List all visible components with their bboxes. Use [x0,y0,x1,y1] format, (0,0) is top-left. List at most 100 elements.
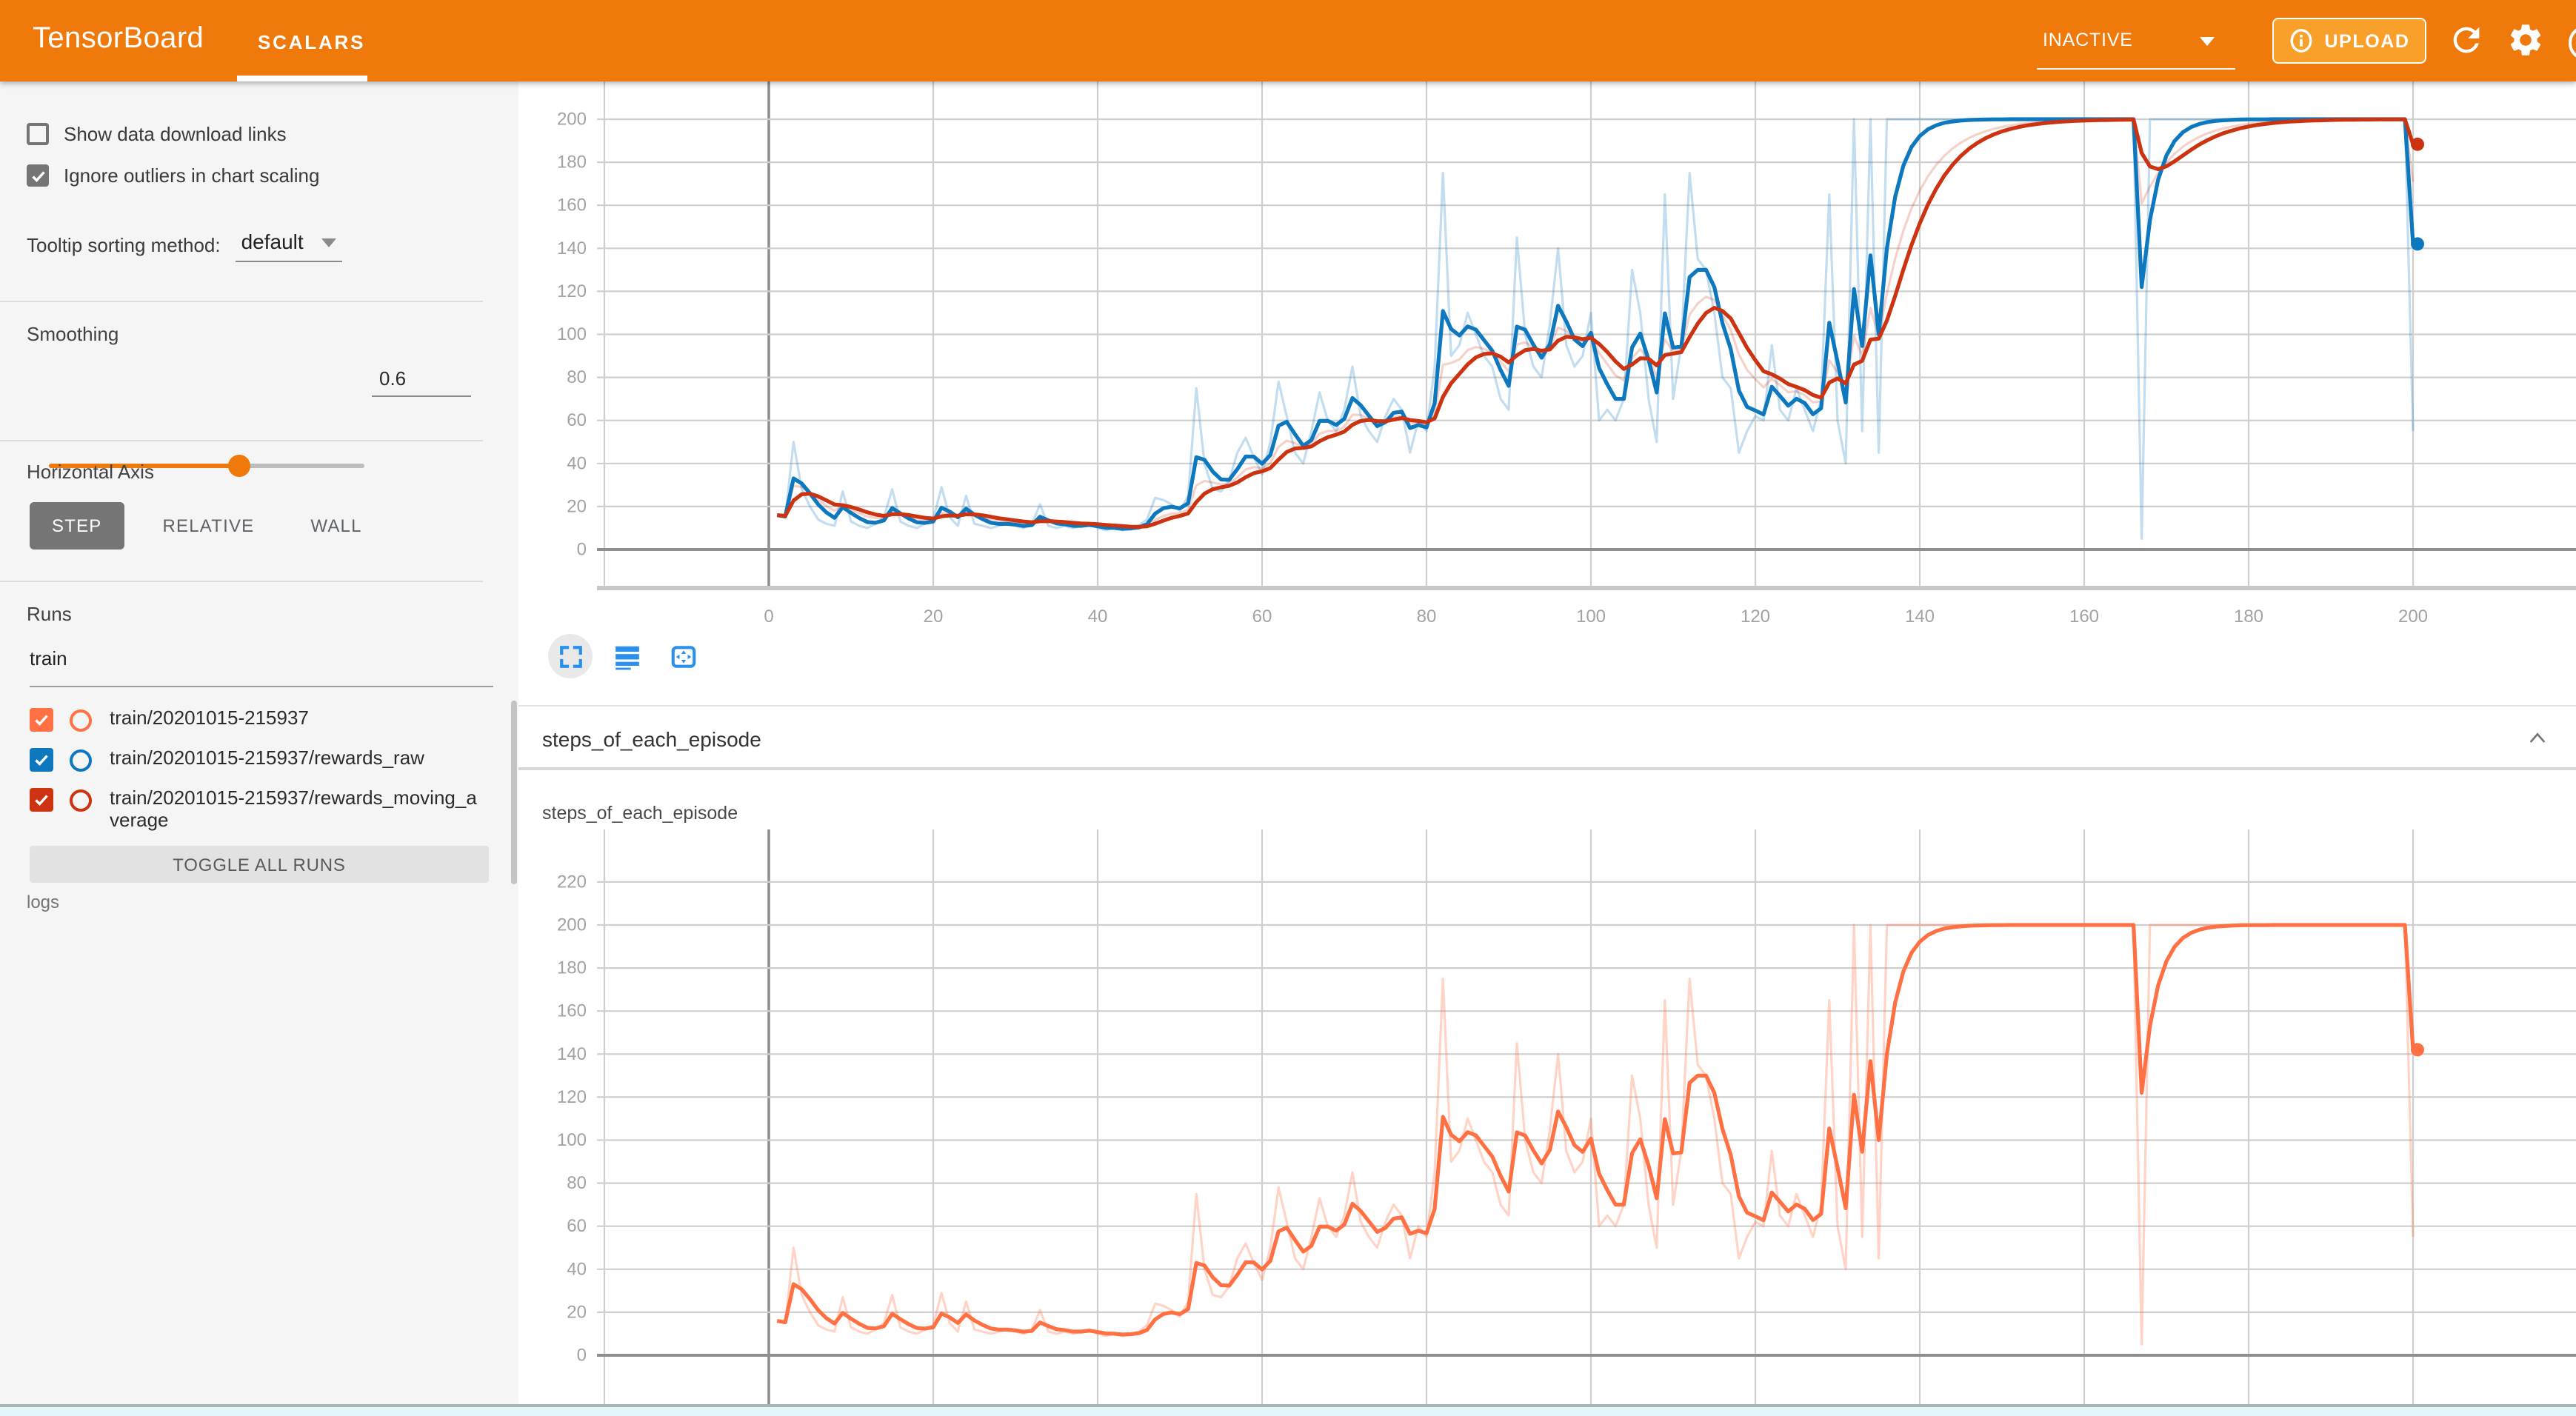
axis-wall-button[interactable]: WALL [310,515,362,536]
svg-text:120: 120 [557,1087,587,1107]
chart-toolbar [548,634,705,678]
upload-button-label: UPLOAD [2324,30,2410,51]
fit-domain-icon [670,645,695,667]
horizontal-axis-toggle: STEP RELATIVE WALL [30,502,383,550]
run-checkbox[interactable] [30,788,53,812]
status-dropdown[interactable]: INACTIVE [2037,0,2235,81]
tab-scalars[interactable]: SCALARS [258,31,366,53]
svg-text:140: 140 [557,1044,587,1064]
axis-relative-button[interactable]: RELATIVE [162,515,255,536]
chevron-up-icon[interactable] [2526,727,2549,751]
settings-gear-icon[interactable] [2506,21,2545,59]
ignore-outliers-checkbox[interactable] [27,164,49,187]
svg-text:120: 120 [1741,607,1770,627]
refresh-icon[interactable] [2447,21,2486,59]
status-dropdown-underline [2037,67,2235,70]
svg-text:80: 80 [567,367,587,387]
data-table-button[interactable] [604,634,649,678]
bottom-highlight-strip [0,1404,2576,1416]
tooltip-sorting-dropdown[interactable]: default [235,230,342,262]
svg-text:60: 60 [567,1216,587,1236]
dropdown-underline [235,261,342,262]
runs-filter-input[interactable] [30,647,493,669]
check-icon [35,755,48,766]
steps-of-each-episode-chart[interactable]: 0 20 40 60 80 100 120 140 160 180 200 220 [518,829,2576,1404]
svg-text:200: 200 [2398,607,2428,627]
logs-label: logs [27,892,60,912]
ignore-outliers-row: Ignore outliers in chart scaling [27,164,319,187]
svg-text:160: 160 [557,1001,587,1021]
run-color-circle[interactable] [70,749,92,772]
svg-text:80: 80 [1417,607,1437,627]
chevron-down-icon [2200,37,2215,46]
check-icon [31,170,44,181]
runs-scrollbar[interactable] [511,701,517,884]
smoothing-slider-thumb[interactable] [227,455,250,477]
axis-step-button[interactable]: STEP [30,502,124,550]
svg-text:60: 60 [1252,607,1272,627]
active-tab-underline [237,76,367,81]
expand-chart-button[interactable] [548,634,593,678]
data-table-icon [615,645,638,669]
upload-button[interactable]: UPLOAD [2272,18,2426,64]
section-title: steps_of_each_episode [542,727,761,751]
divider [0,581,483,582]
header-bar: TensorBoard SCALARS INACTIVE UPLOAD [0,0,2576,81]
toggle-all-runs-button[interactable]: TOGGLE ALL RUNS [30,846,489,883]
tooltip-sorting-row: Tooltip sorting method: default [27,230,342,262]
section-header-steps-of-each-episode[interactable]: steps_of_each_episode [518,705,2576,770]
svg-text:0: 0 [764,607,773,627]
svg-text:140: 140 [557,238,587,258]
svg-text:0: 0 [577,1346,587,1366]
show-download-links-row: Show data download links [27,123,287,145]
settings-sidebar: Show data download links Ignore outliers… [0,81,518,1416]
svg-text:20: 20 [567,1302,587,1322]
rewards-chart[interactable]: 0 20 40 60 80 100 120 140 160 180 200 0 20 40 60 80 100 1… [518,81,2576,629]
svg-text:60: 60 [567,410,587,430]
svg-text:220: 220 [557,872,587,892]
svg-text:40: 40 [567,453,587,473]
svg-text:20: 20 [567,496,587,516]
checkbox-label: Show data download links [64,123,287,145]
svg-text:200: 200 [557,915,587,935]
svg-text:100: 100 [1576,607,1606,627]
run-checkbox[interactable] [30,708,53,732]
run-label: train/20201015-215937/rewards_raw [110,747,424,769]
show-download-links-checkbox[interactable] [27,123,49,145]
runs-label: Runs [27,603,72,625]
svg-text:40: 40 [567,1259,587,1279]
help-icon[interactable] [2569,25,2576,61]
svg-text:160: 160 [2069,607,2099,627]
svg-text:20: 20 [924,607,944,627]
chevron-down-icon [321,238,336,247]
tooltip-sorting-value: default [241,230,304,253]
checkbox-label: Ignore outliers in chart scaling [64,164,320,187]
run-checkbox[interactable] [30,748,53,772]
svg-text:200: 200 [557,110,587,130]
runs-list: train/20201015-215937 train/20201015-2159… [0,699,510,838]
chart-card-title: steps_of_each_episode [542,803,738,824]
app-title: TensorBoard [33,22,204,55]
smoothing-label: Smoothing [27,323,119,345]
run-row: train/20201015-215937 [0,699,510,739]
smoothing-value-field[interactable]: 0.6 [372,367,471,397]
fullscreen-icon [559,645,581,667]
run-row: train/20201015-215937/rewards_moving_ave… [0,779,510,838]
svg-text:180: 180 [557,153,587,173]
smoothing-slider[interactable] [49,455,364,477]
run-color-circle[interactable] [70,709,92,732]
svg-text:180: 180 [557,958,587,978]
svg-text:40: 40 [1088,607,1108,627]
fit-domain-button[interactable] [661,634,705,678]
svg-text:140: 140 [1905,607,1935,627]
divider [0,440,483,441]
runs-filter-underline [30,686,493,687]
check-icon [35,795,48,806]
smoothing-slider-fill [49,464,238,468]
svg-text:120: 120 [557,281,587,301]
svg-text:80: 80 [567,1173,587,1193]
svg-text:180: 180 [2234,607,2263,627]
run-color-circle[interactable] [70,789,92,812]
run-label: train/20201015-215937/rewards_moving_ave… [110,787,477,831]
